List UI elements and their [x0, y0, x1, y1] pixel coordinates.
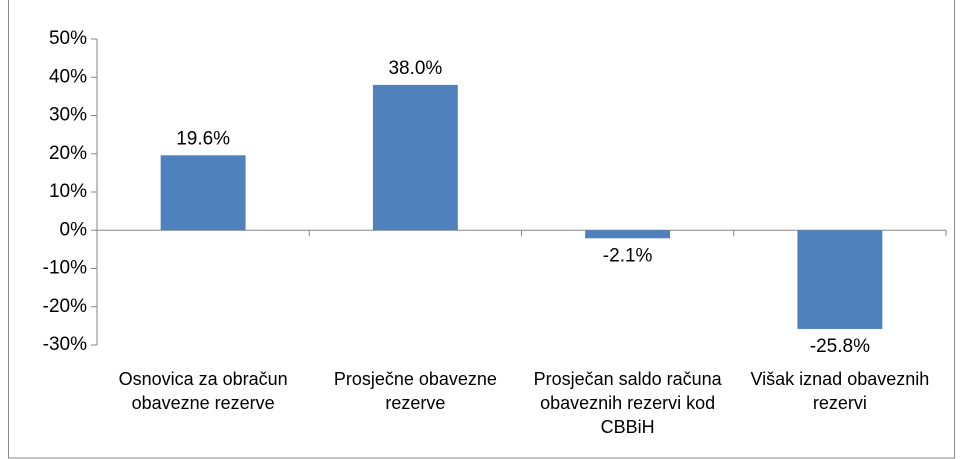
y-tick-label: -30%: [43, 334, 87, 355]
bar: [160, 155, 246, 231]
value-label: 38.0%: [388, 58, 442, 79]
value-label: -25.8%: [810, 336, 870, 357]
y-tick-label: 50%: [49, 28, 87, 49]
y-tick-label: 10%: [49, 181, 87, 202]
value-label: 19.6%: [176, 128, 230, 149]
x-tick-label: Višak iznad obaveznih rezervi: [750, 369, 930, 413]
y-tick-label: -10%: [43, 258, 87, 279]
x-tick-label: Prosječne obavezne rezerve: [333, 369, 497, 413]
bar: [372, 84, 458, 231]
x-tick-label: Osnovica za obračun obavezne rezerve: [118, 369, 288, 413]
y-tick-label: 0%: [60, 219, 88, 240]
y-tick-label: -20%: [43, 296, 87, 317]
y-tick-label: 40%: [49, 66, 87, 87]
value-label: -2.1%: [603, 245, 653, 266]
bar: [585, 230, 671, 239]
y-tick-label: 30%: [49, 105, 87, 126]
chart-frame: [8, 0, 955, 459]
x-tick-label: Prosječan saldo računa obaveznih rezervi…: [533, 369, 722, 437]
bar: [797, 230, 883, 329]
y-tick-label: 20%: [49, 143, 87, 164]
